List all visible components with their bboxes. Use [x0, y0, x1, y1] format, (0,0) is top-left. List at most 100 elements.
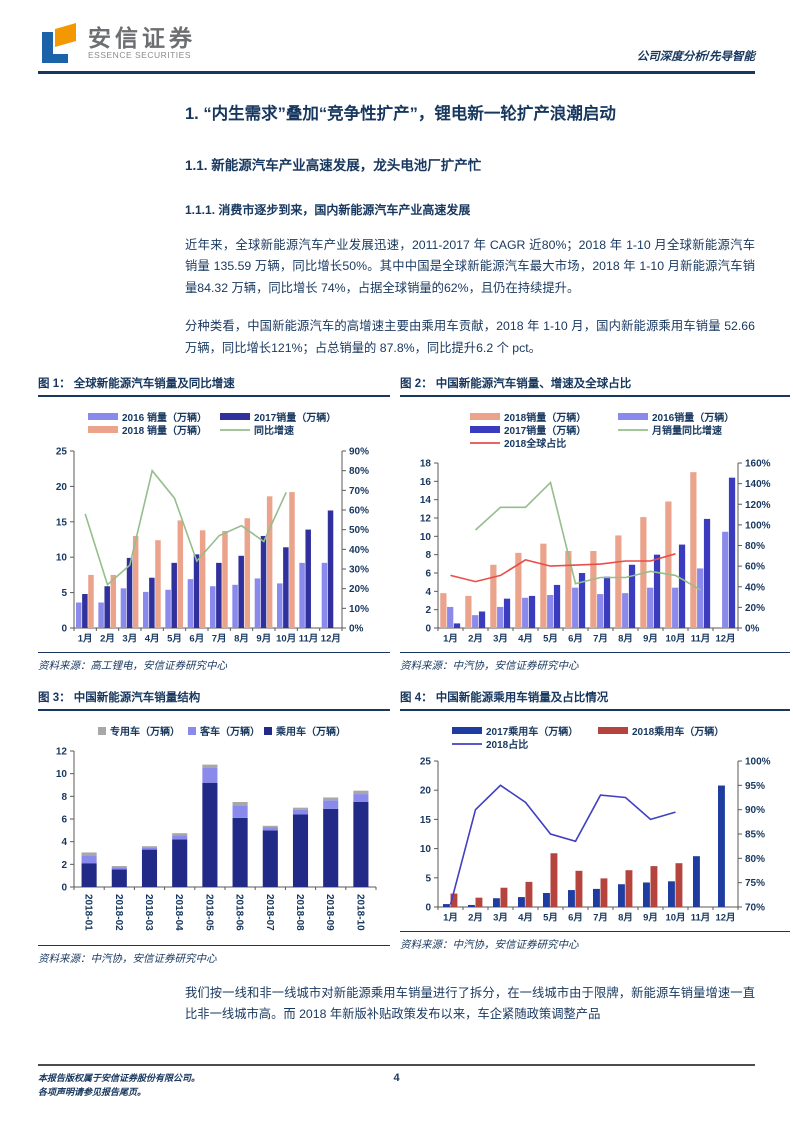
svg-text:85%: 85%	[745, 829, 765, 840]
svg-text:1月: 1月	[443, 633, 458, 644]
svg-text:25: 25	[420, 756, 432, 767]
line-series-1	[450, 552, 676, 583]
svg-text:20: 20	[420, 786, 432, 797]
svg-text:60%: 60%	[349, 505, 369, 516]
svg-text:15: 15	[56, 517, 68, 528]
y-axis-right: 70% 75% 80% 85% 90% 95% 100%	[737, 756, 771, 913]
svg-text:120%: 120%	[745, 500, 771, 511]
body-paragraph-3: 我们按一线和非一线城市对新能源乘用车销量进行了拆分，在一线城市由于限牌，新能源车…	[185, 985, 755, 1022]
svg-text:11月: 11月	[299, 633, 319, 644]
body-paragraph-1: 近年来，全球新能源汽车产业发展迅速，2011-2017 年 CAGR 近80%；…	[185, 238, 755, 295]
svg-text:5月: 5月	[543, 912, 558, 923]
svg-text:75%: 75%	[745, 878, 765, 889]
figure-4: 图 4： 中国新能源乘用车销量及占比情况 0 5 10 15 20 25 70% 75% 80%…	[400, 689, 790, 952]
svg-text:4月: 4月	[518, 912, 533, 923]
svg-text:6月: 6月	[568, 912, 583, 923]
svg-text:2016 销量（万辆）: 2016 销量（万辆）	[122, 411, 207, 424]
svg-text:50%: 50%	[349, 525, 369, 536]
svg-text:70%: 70%	[745, 902, 765, 913]
svg-text:2月: 2月	[468, 633, 483, 644]
svg-text:8月: 8月	[618, 912, 633, 923]
section-heading-1: 1. “内生需求”叠加“竞争性扩产”，锂电新一轮扩产浪潮启动	[185, 105, 616, 123]
y-axis-right: 0% 10% 20% 30% 40% 50% 60% 70% 80% 90%	[341, 446, 369, 634]
svg-text:2018 销量（万辆）: 2018 销量（万辆）	[122, 424, 207, 437]
essence-securities-logo: 安信证券 ESSENCE SECURITIES	[38, 20, 196, 66]
svg-text:2018全球占比: 2018全球占比	[504, 437, 566, 450]
svg-text:2018-05: 2018-05	[203, 894, 214, 931]
svg-text:16: 16	[420, 477, 432, 488]
bar-series-1	[450, 853, 683, 907]
svg-text:2018-01: 2018-01	[83, 894, 94, 931]
svg-text:30%: 30%	[349, 564, 369, 575]
figure-1-title: 图 1： 全球新能源汽车销量及同比增速	[38, 375, 390, 397]
figure-2-chart: 0 2 4 6 8 10 12 14 16 18 0% 20% 40% 60% 80% 100% 120% 140…	[420, 411, 771, 645]
svg-text:95%: 95%	[745, 781, 765, 792]
svg-text:160%: 160%	[745, 458, 771, 469]
figure-1-source: 资料来源：高工锂电，安信证券研究中心	[38, 651, 390, 673]
svg-text:2018-07: 2018-07	[264, 894, 275, 931]
y-axis-left: 0 5 10 15 20 25	[56, 446, 75, 634]
figure-4-title: 图 4： 中国新能源乘用车销量及占比情况	[400, 689, 790, 711]
svg-text:80%: 80%	[745, 541, 765, 552]
svg-text:10: 10	[56, 553, 68, 564]
svg-text:2月: 2月	[468, 912, 483, 923]
svg-text:0: 0	[425, 623, 431, 634]
bar-series-1	[81, 767, 369, 870]
svg-text:90%: 90%	[349, 446, 369, 457]
figure-row-2: 图 3： 中国新能源汽车销量结构 0 2 4 6 8 10 12 2018-01 2018-02…	[38, 689, 790, 966]
page-footer: 本报告版权属于安信证券股份有限公司。 各项声明请参见报告尾页。 4	[38, 1064, 755, 1100]
svg-text:7月: 7月	[593, 912, 608, 923]
svg-text:2月: 2月	[100, 633, 115, 644]
svg-text:140%: 140%	[745, 479, 771, 490]
figure-4-source: 资料来源：中汽协，安信证券研究中心	[400, 930, 790, 952]
svg-text:90%: 90%	[745, 805, 765, 816]
footer-copyright-line: 本报告版权属于安信证券股份有限公司。	[38, 1073, 201, 1083]
svg-text:1月: 1月	[78, 633, 93, 644]
svg-text:月销量同比增速: 月销量同比增速	[651, 424, 722, 437]
section-heading-1-1-1: 1.1.1. 消费市逐步到来，国内新能源汽车产业高速发展	[185, 203, 471, 217]
y-axis-left: 0 2 4 6 8 10 12 14 16 18	[420, 458, 439, 634]
svg-text:10月: 10月	[276, 633, 296, 644]
svg-text:5: 5	[61, 588, 67, 599]
logo-mark-icon	[42, 23, 76, 63]
figure-row-1: 图 1： 全球新能源汽车销量及同比增速 0 5 10 15 20 25 0% 10% 20% 30…	[38, 375, 790, 673]
legend: 2017乘用车（万辆） 2018乘用车（万辆） 2018占比	[452, 725, 724, 751]
svg-text:20: 20	[56, 482, 68, 493]
svg-text:4月: 4月	[145, 633, 160, 644]
svg-text:2017乘用车（万辆）: 2017乘用车（万辆）	[486, 725, 578, 738]
svg-text:2018销量（万辆）: 2018销量（万辆）	[504, 411, 586, 424]
svg-text:2018-03: 2018-03	[143, 894, 154, 931]
svg-text:2: 2	[425, 605, 431, 616]
logo-text: 安信证券 ESSENCE SECURITIES	[88, 26, 196, 60]
svg-text:0%: 0%	[349, 623, 364, 634]
svg-text:12月: 12月	[715, 912, 735, 923]
bar-series-1	[447, 531, 729, 628]
footer-statement-line: 各项声明请参见报告尾页。	[38, 1087, 147, 1098]
x-axis: 1月 2月 3月 4月 5月 6月 7月 8月 9月 10月 11月 12月	[437, 627, 739, 644]
svg-text:4: 4	[61, 837, 67, 848]
section-heading-1-1: 1.1. 新能源汽车产业高速发展，龙头电池厂扩产忙	[185, 158, 482, 173]
svg-text:100%: 100%	[745, 756, 771, 767]
svg-text:25: 25	[56, 446, 68, 457]
svg-text:2018-02: 2018-02	[113, 894, 124, 931]
svg-text:3月: 3月	[493, 633, 508, 644]
svg-text:9月: 9月	[643, 912, 658, 923]
bar-series-1	[82, 510, 334, 628]
figure-3-title: 图 3： 中国新能源汽车销量结构	[38, 689, 390, 711]
y-axis-left: 0 2 4 6 8 10 12	[56, 746, 75, 893]
svg-text:2018-04: 2018-04	[173, 894, 184, 931]
svg-text:40%: 40%	[349, 545, 369, 556]
svg-text:8: 8	[425, 550, 431, 561]
figure-2-title: 图 2： 中国新能源汽车销量、增速及全球占比	[400, 375, 790, 397]
legend: 2016 销量（万辆） 2017销量（万辆） 2018 销量（万辆） 同比增速	[88, 411, 336, 437]
svg-text:5月: 5月	[167, 633, 182, 644]
svg-text:12月: 12月	[321, 633, 341, 644]
svg-text:12: 12	[56, 746, 68, 757]
legend: 专用车（万辆） 客车（万辆） 乘用车（万辆）	[98, 725, 346, 738]
svg-text:2018-06: 2018-06	[234, 894, 245, 931]
figure-3-source: 资料来源：中汽协，安信证券研究中心	[38, 944, 390, 966]
svg-text:2018-08: 2018-08	[294, 894, 305, 931]
line-series-0	[474, 480, 701, 591]
x-axis: 1月 2月 3月 4月 5月 6月 7月 8月 9月 10月 11月 12月	[73, 627, 343, 644]
svg-text:2018占比: 2018占比	[486, 738, 528, 751]
